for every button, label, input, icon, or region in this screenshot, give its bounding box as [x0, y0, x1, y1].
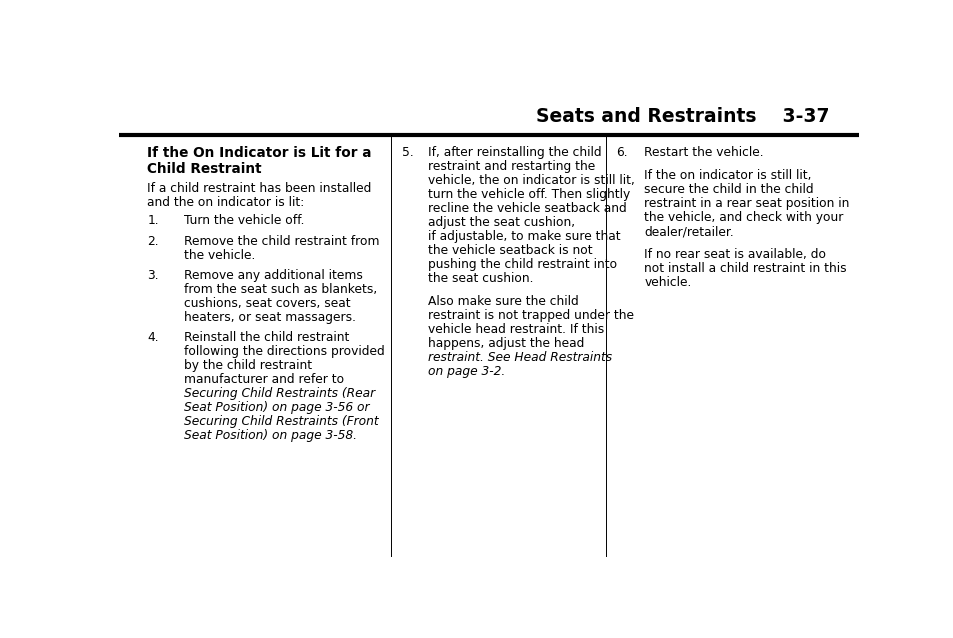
Text: Also make sure the child: Also make sure the child	[428, 295, 578, 308]
Text: restraint is not trapped under the: restraint is not trapped under the	[428, 309, 634, 322]
Text: cushions, seat covers, seat: cushions, seat covers, seat	[184, 297, 351, 310]
Text: Securing Child Restraints (Rear: Securing Child Restraints (Rear	[184, 387, 375, 400]
Text: Remove the child restraint from: Remove the child restraint from	[184, 235, 379, 248]
Text: the vehicle.: the vehicle.	[184, 249, 255, 262]
Text: the seat cushion.: the seat cushion.	[428, 272, 534, 285]
Text: 3.: 3.	[147, 269, 159, 282]
Text: and the on indicator is lit:: and the on indicator is lit:	[147, 196, 304, 209]
Text: 5.: 5.	[401, 146, 413, 160]
Text: restraint. See Head Restraints: restraint. See Head Restraints	[428, 351, 612, 364]
Text: Turn the vehicle off.: Turn the vehicle off.	[184, 214, 305, 227]
Text: restraint and restarting the: restraint and restarting the	[428, 160, 595, 174]
Text: 2.: 2.	[147, 235, 159, 248]
Text: dealer/retailer.: dealer/retailer.	[643, 225, 733, 238]
Text: Seat Position) on page 3-58.: Seat Position) on page 3-58.	[184, 429, 357, 442]
Text: Reinstall the child restraint: Reinstall the child restraint	[184, 331, 350, 344]
Text: if adjustable, to make sure that: if adjustable, to make sure that	[428, 230, 620, 243]
Text: restraint in a rear seat position in: restraint in a rear seat position in	[643, 197, 849, 210]
Text: Child Restraint: Child Restraint	[147, 163, 262, 177]
Text: If the On Indicator is Lit for a: If the On Indicator is Lit for a	[147, 146, 372, 160]
Text: pushing the child restraint into: pushing the child restraint into	[428, 258, 617, 271]
Text: vehicle head restraint. If this: vehicle head restraint. If this	[428, 323, 604, 336]
Text: turn the vehicle off. Then slightly: turn the vehicle off. Then slightly	[428, 188, 630, 202]
Text: vehicle, the on indicator is still lit,: vehicle, the on indicator is still lit,	[428, 174, 635, 188]
Text: 6.: 6.	[616, 146, 627, 160]
Text: the vehicle seatback is not: the vehicle seatback is not	[428, 244, 593, 257]
Text: Securing Child Restraints (Front: Securing Child Restraints (Front	[184, 415, 378, 428]
Text: recline the vehicle seatback and: recline the vehicle seatback and	[428, 202, 626, 215]
Text: If a child restraint has been installed: If a child restraint has been installed	[147, 182, 372, 195]
Text: not install a child restraint in this: not install a child restraint in this	[643, 262, 846, 275]
Text: happens, adjust the head: happens, adjust the head	[428, 337, 584, 350]
Text: by the child restraint: by the child restraint	[184, 359, 313, 372]
Text: If no rear seat is available, do: If no rear seat is available, do	[643, 248, 825, 261]
Text: manufacturer and refer to: manufacturer and refer to	[184, 373, 344, 386]
Text: Seat Position) on page 3-56 or: Seat Position) on page 3-56 or	[184, 401, 370, 414]
Text: 1.: 1.	[147, 214, 159, 227]
Text: following the directions provided: following the directions provided	[184, 345, 385, 358]
Text: vehicle.: vehicle.	[643, 276, 691, 289]
Text: Restart the vehicle.: Restart the vehicle.	[643, 146, 763, 160]
Text: secure the child in the child: secure the child in the child	[643, 183, 813, 196]
Text: Seats and Restraints    3-37: Seats and Restraints 3-37	[535, 107, 828, 126]
Text: the vehicle, and check with your: the vehicle, and check with your	[643, 211, 842, 224]
Text: Remove any additional items: Remove any additional items	[184, 269, 363, 282]
Text: adjust the seat cushion,: adjust the seat cushion,	[428, 216, 575, 229]
Text: If, after reinstalling the child: If, after reinstalling the child	[428, 146, 601, 160]
Text: 4.: 4.	[147, 331, 159, 344]
Text: heaters, or seat massagers.: heaters, or seat massagers.	[184, 311, 355, 324]
Text: If the on indicator is still lit,: If the on indicator is still lit,	[643, 169, 811, 182]
Text: from the seat such as blankets,: from the seat such as blankets,	[184, 283, 377, 296]
Text: on page 3-2.: on page 3-2.	[428, 365, 505, 378]
